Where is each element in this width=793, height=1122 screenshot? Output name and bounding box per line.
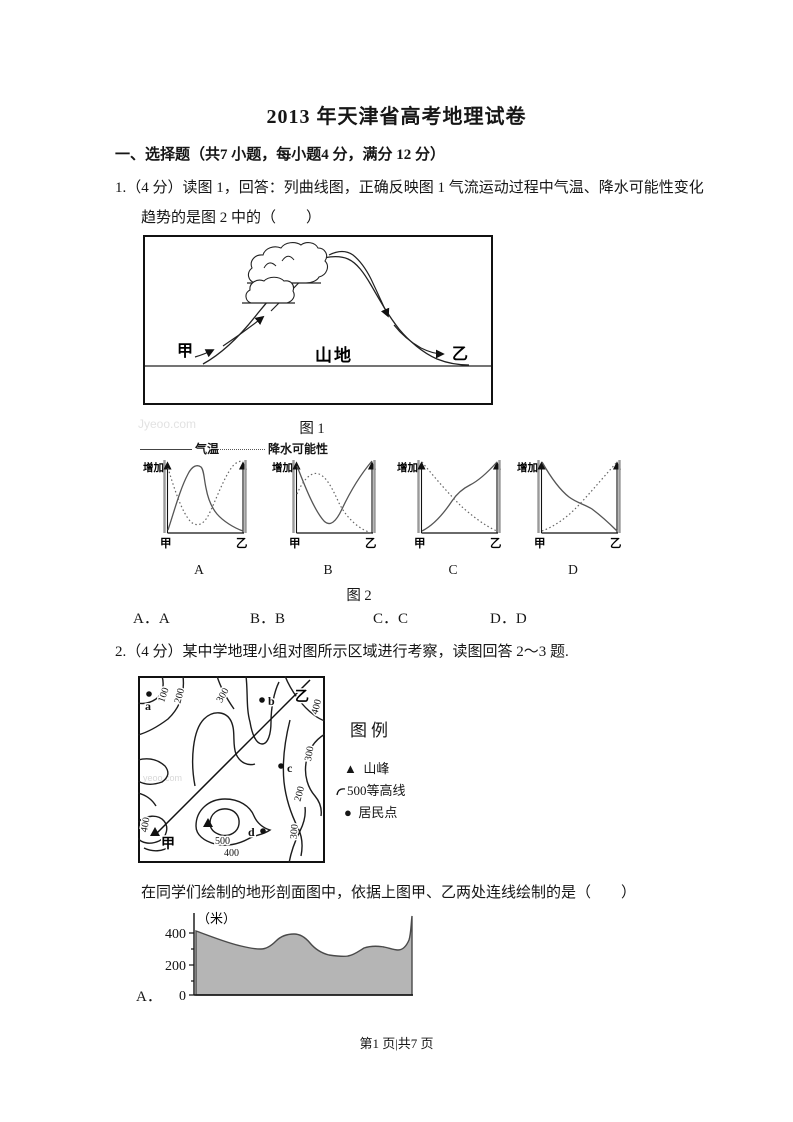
legend-dotted-label: 降水可能性 [268,442,329,456]
map-jia-label: 甲 [161,836,175,852]
mini-chart-D: 增加 甲 乙 D [517,452,629,578]
cloud-upper [247,242,328,284]
map-legend-contour: 500等高线 [335,780,406,799]
question-1-line-2: 趋势的是图 2 中的（ ） [141,210,322,226]
map-yi-label: 乙 [295,689,309,705]
contour-label-300-bottom: 300 [288,824,300,840]
x-left-label: 甲 [414,537,426,550]
option-c: C．C [373,611,409,627]
peak-label: 山峰 [363,761,390,776]
contour-label-500-center: 500 [215,836,230,847]
map-legend-settlement: ● 居民点 [344,802,397,821]
legend-solid-line [140,449,192,450]
profile-option-a-label: A． [136,989,162,1005]
jia-yi-transect-line [155,679,311,835]
contour-value: 500 [347,783,367,798]
chart-letter-D: D [568,562,578,577]
x-right-label: 乙 [610,537,622,550]
watermark-jyeoo: Jyeoo.com [138,417,197,431]
map-point-d: d [248,825,255,839]
x-left-label: 甲 [160,537,172,550]
mini-chart-A: 增加 甲 乙 A [143,452,255,578]
legend-dotted-line [218,449,265,450]
profile-tick-200: 200 [165,959,186,974]
axis-label-increase: 增加 [272,461,293,474]
temperature-curve [296,460,373,525]
precipitation-curve [167,460,244,526]
contour-map: yeoo.com a b c [138,676,325,863]
x-left-label: 甲 [289,537,301,550]
legend-solid-label: 气温 [195,442,220,456]
chart-letter-C: C [448,562,458,577]
axis-label-increase: 增加 [517,461,538,474]
mountain-surface-curve [202,256,470,366]
profile-ticks [189,932,194,996]
contour-label-400-center: 400 [224,848,239,859]
cloud-lower [242,276,295,304]
x-right-label: 乙 [365,537,377,550]
contour-line-icon [336,788,346,796]
watermark-map: yeoo.com [143,773,182,783]
question-1-line-1: 1.（4 分）读图 1，回答：列曲线图，正确反映图 1 气流运动过程中气温、降水… [115,180,704,196]
map-legend-peak: ▲ 山峰 [344,758,389,777]
temperature-curve [541,461,618,532]
question-2-stem: 2.（4 分）某中学地理小组对图所示区域进行考察，读图回答 2～3 题. [115,644,569,660]
terrain-profile-chart: （米） 400 200 0 [165,911,413,1002]
chart-letter-B: B [323,562,333,577]
settlement-icon: ● [344,805,352,820]
section-heading: 一、选择题（共7 小题，每小题4 分，满分 12 分） [115,147,446,163]
axis-label-increase: 增加 [397,461,418,474]
contour-label: 等高线 [366,783,406,798]
page-title: 2013 年天津省高考地理试卷 [266,106,527,128]
peak-icon: ▲ [344,761,357,776]
settlement-dots [146,691,284,834]
map-border [138,676,325,863]
peak-triangles [150,818,213,836]
terrain-area [195,915,413,996]
figure2-caption: 图 2 [346,588,372,604]
precipitation-curve [296,472,373,534]
figure1-border [143,235,493,405]
question-2-stem-2: 在同学们绘制的地形剖面图中，依据上图甲、乙两处连线绘制的是（ ） [141,885,637,901]
axis-label-increase: 增加 [143,461,164,474]
figure1-mountain-diagram: 甲 山地 乙 [143,235,493,405]
contour-label-400-left: 400 [139,816,152,833]
precipitation-curve [421,461,498,532]
mini-chart-D-plot: 增加 甲 乙 [517,460,622,550]
profile-tick-400: 400 [165,927,186,942]
contour-label-400-tr: 400 [310,698,325,715]
fig1-jia-label: 甲 [177,342,193,360]
x-right-label: 乙 [236,537,248,550]
chart-letter-A: A [194,562,204,577]
temperature-curve [421,461,498,532]
map-point-c: c [287,761,293,775]
fig1-shandi-label: 山地 [315,345,353,365]
option-b: B．B [250,611,286,627]
x-right-label: 乙 [490,537,502,550]
profile-unit-label: （米） [197,911,236,926]
mini-chart-C-plot: 增加 甲 乙 [397,460,502,550]
map-point-a: a [145,699,151,713]
option-a: A．A [133,611,170,627]
page-footer: 第1 页|共7 页 [359,1036,434,1051]
settlement-label: 居民点 [358,805,398,820]
contour-label-300-right: 300 [303,745,316,762]
map-legend-title: 图例 [350,721,392,740]
mini-chart-B-plot: 增加 甲 乙 [272,460,377,550]
mini-chart-A-plot: 增加 甲 乙 [143,460,248,550]
mini-chart-B: 增加 甲 乙 B [272,452,384,578]
figure1-caption: 图 1 [299,421,325,437]
map-point-b: b [268,694,275,708]
temperature-curve [167,465,244,532]
x-left-label: 甲 [534,537,546,550]
contour-lines [138,676,325,863]
mini-chart-C: 增加 甲 乙 C [397,452,509,578]
profile-tick-0: 0 [179,989,186,1002]
option-d: D．D [490,611,527,627]
fig1-yi-label: 乙 [452,346,468,363]
